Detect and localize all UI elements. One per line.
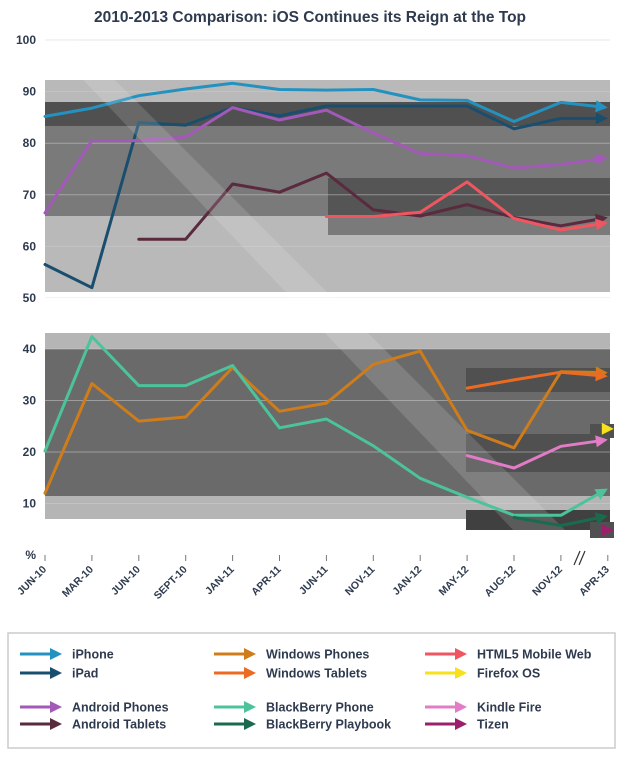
x-tick-label: JUN-10 bbox=[109, 564, 143, 598]
y-tick-label: 50 bbox=[23, 291, 37, 305]
x-tick-label: AUG-12 bbox=[482, 564, 518, 600]
y-tick-label: 10 bbox=[23, 497, 37, 511]
y-axis-unit-label: % bbox=[25, 548, 36, 562]
legend-label: iPhone bbox=[72, 648, 114, 662]
x-tick-label: MAR-10 bbox=[60, 564, 96, 600]
legend-label: Kindle Fire bbox=[477, 701, 542, 715]
y-tick-label: 20 bbox=[23, 445, 37, 459]
y-tick-label: 70 bbox=[23, 188, 37, 202]
legend-label: Windows Tablets bbox=[266, 667, 367, 681]
legend: iPhone Windows Phones HTML5 Mobile Web iPad… bbox=[8, 633, 615, 748]
x-tick-label: MAY-12 bbox=[437, 564, 472, 599]
legend-label: BlackBerry Phone bbox=[266, 701, 374, 715]
x-tick-label: SEPT-10 bbox=[152, 564, 190, 602]
x-axis: JUN-10 MAR-10 JUN-10 SEPT-10 JAN-11 APR-11 JUN… bbox=[15, 551, 612, 602]
y-tick-label: 30 bbox=[23, 394, 37, 408]
legend-label: Windows Phones bbox=[266, 648, 369, 662]
legend-label: HTML5 Mobile Web bbox=[477, 648, 592, 662]
y-tick-label: 60 bbox=[23, 239, 37, 253]
y-tick-label: 80 bbox=[23, 136, 37, 150]
x-tick-label: APR-11 bbox=[249, 564, 284, 599]
y-tick-label: 90 bbox=[23, 85, 37, 99]
x-tick-label: NOV-12 bbox=[530, 564, 565, 599]
x-tick-label: JUN-10 bbox=[15, 564, 49, 598]
legend-label: Tizen bbox=[477, 718, 509, 732]
legend-label: Firefox OS bbox=[477, 667, 540, 681]
y-tick-label: 40 bbox=[23, 342, 37, 356]
chart-title: 2010-2013 Comparison: iOS Continues its … bbox=[94, 9, 526, 26]
x-tick-label: JUN-11 bbox=[297, 564, 331, 598]
y-tick-label: 100 bbox=[16, 33, 36, 47]
x-tick-label: NOV-11 bbox=[343, 564, 378, 599]
legend-label: BlackBerry Playbook bbox=[266, 718, 391, 732]
legend-label: iPad bbox=[72, 667, 98, 681]
x-tick-label: JAN-11 bbox=[203, 564, 237, 598]
legend-label: Android Tablets bbox=[72, 718, 166, 732]
x-tick-label: JAN-12 bbox=[390, 564, 424, 598]
legend-label: Android Phones bbox=[72, 701, 169, 715]
